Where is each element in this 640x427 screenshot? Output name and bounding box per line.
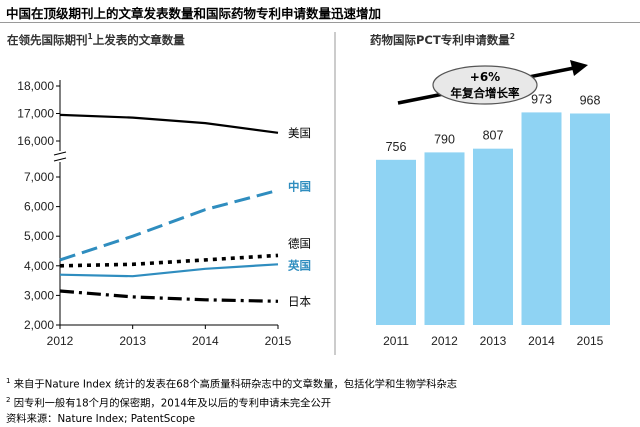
cagr-value: +6%	[470, 70, 500, 84]
y-tick-label: 17,000	[17, 107, 54, 121]
bar-2013	[473, 148, 513, 325]
bar-category-label: 2012	[431, 334, 458, 348]
trend-arrow-head	[570, 60, 588, 76]
footnote-1: 1 来自于Nature Index 统计的发表在68个高质量科研杂志中的文章数量…	[6, 374, 457, 393]
series-line-0	[59, 113, 279, 134]
bar-2014	[521, 112, 562, 325]
series-label-0: 美国	[288, 126, 311, 140]
series-label-1: 中国	[288, 179, 311, 193]
series-line-1	[59, 188, 279, 262]
footnote-2-text: 因专利一般有18个月的保密期，2014年及以后的专利申请未完全公开	[13, 397, 332, 410]
line-chart-title-main: 在领先国际期刊	[7, 33, 88, 47]
y-tick-label: 2,000	[24, 318, 54, 332]
bar-category-label: 2014	[528, 334, 555, 348]
line-chart-title: 在领先国际期刊1上发表的文章数量	[7, 32, 185, 47]
y-tick-label: 16,000	[17, 134, 54, 148]
page-title: 中国在顶级期刊上的文章发表数量和国际药物专利申请数量迅速增加	[6, 6, 382, 21]
chart-canvas: 在领先国际期刊1上发表的文章数量 药物国际PCT专利申请数量2 2,000 3,0…	[7, 32, 610, 355]
y-tick-label: 5,000	[24, 229, 54, 243]
bar-value-label: 968	[580, 93, 601, 107]
footnote-2: 2 因专利一般有18个月的保密期，2014年及以后的专利申请未完全公开	[6, 393, 457, 412]
y-tick-label: 18,000	[17, 79, 54, 93]
bar-category-label: 2013	[480, 334, 507, 348]
bar-2011	[376, 159, 416, 325]
x-tick-label: 2013	[119, 334, 146, 348]
series-line-3	[59, 263, 279, 278]
bar-2015	[570, 113, 610, 325]
y-tick-label: 7,000	[24, 170, 54, 184]
title-divider	[0, 22, 640, 23]
axis-break-mark	[53, 151, 67, 156]
source-note: 资料来源：Nature Index; PatentScope	[6, 412, 196, 425]
line-chart: 2,000 3,000 4,000 5,000 6,000 7,000 16,000 17,0…	[17, 79, 311, 348]
bar-value-label: 807	[483, 129, 504, 143]
axis-break-mark	[53, 157, 67, 162]
footnote-1-number: 1	[6, 377, 11, 385]
footnotes: 1 来自于Nature Index 统计的发表在68个高质量科研杂志中的文章数量…	[6, 374, 457, 427]
y-tick-label: 3,000	[24, 288, 54, 302]
series-label-3: 英国	[287, 258, 311, 272]
bar-category-label: 2011	[383, 334, 409, 348]
footnote-1-text: 来自于Nature Index 统计的发表在68个高质量科研杂志中的文章数量，包…	[13, 378, 458, 391]
series-line-2	[59, 253, 279, 268]
x-tick-label: 2014	[192, 334, 219, 348]
x-tick-label: 2015	[265, 334, 292, 348]
line-chart-title-tail: 上发表的文章数量	[93, 33, 185, 47]
footnote-2-number: 2	[6, 395, 11, 404]
bar-category-label: 2015	[577, 334, 604, 348]
bar-chart-title-sup: 2	[510, 32, 515, 41]
y-tick-label: 6,000	[24, 200, 54, 214]
line-chart-title-sup: 1	[88, 32, 93, 41]
bar-chart-title: 药物国际PCT专利申请数量2	[370, 32, 515, 47]
y-tick-label: 4,000	[24, 259, 54, 273]
series-label-4: 日本	[288, 294, 311, 308]
bar-2012	[424, 152, 465, 325]
bar-value-label: 756	[386, 140, 407, 154]
cagr-label: 年复合增长率	[451, 86, 520, 100]
bar-chart: 756 2011 790 2012 807 2013 973 2014 968 2015 +6% 年复…	[376, 60, 610, 348]
bar-value-label: 973	[531, 92, 552, 106]
bar-value-label: 790	[434, 132, 455, 146]
cagr-badge	[432, 65, 538, 105]
series-label-2: 德国	[288, 236, 311, 250]
series-line-4	[59, 289, 279, 303]
bar-chart-title-main: 药物国际PCT专利申请数量	[370, 33, 510, 47]
x-tick-label: 2012	[47, 334, 74, 348]
